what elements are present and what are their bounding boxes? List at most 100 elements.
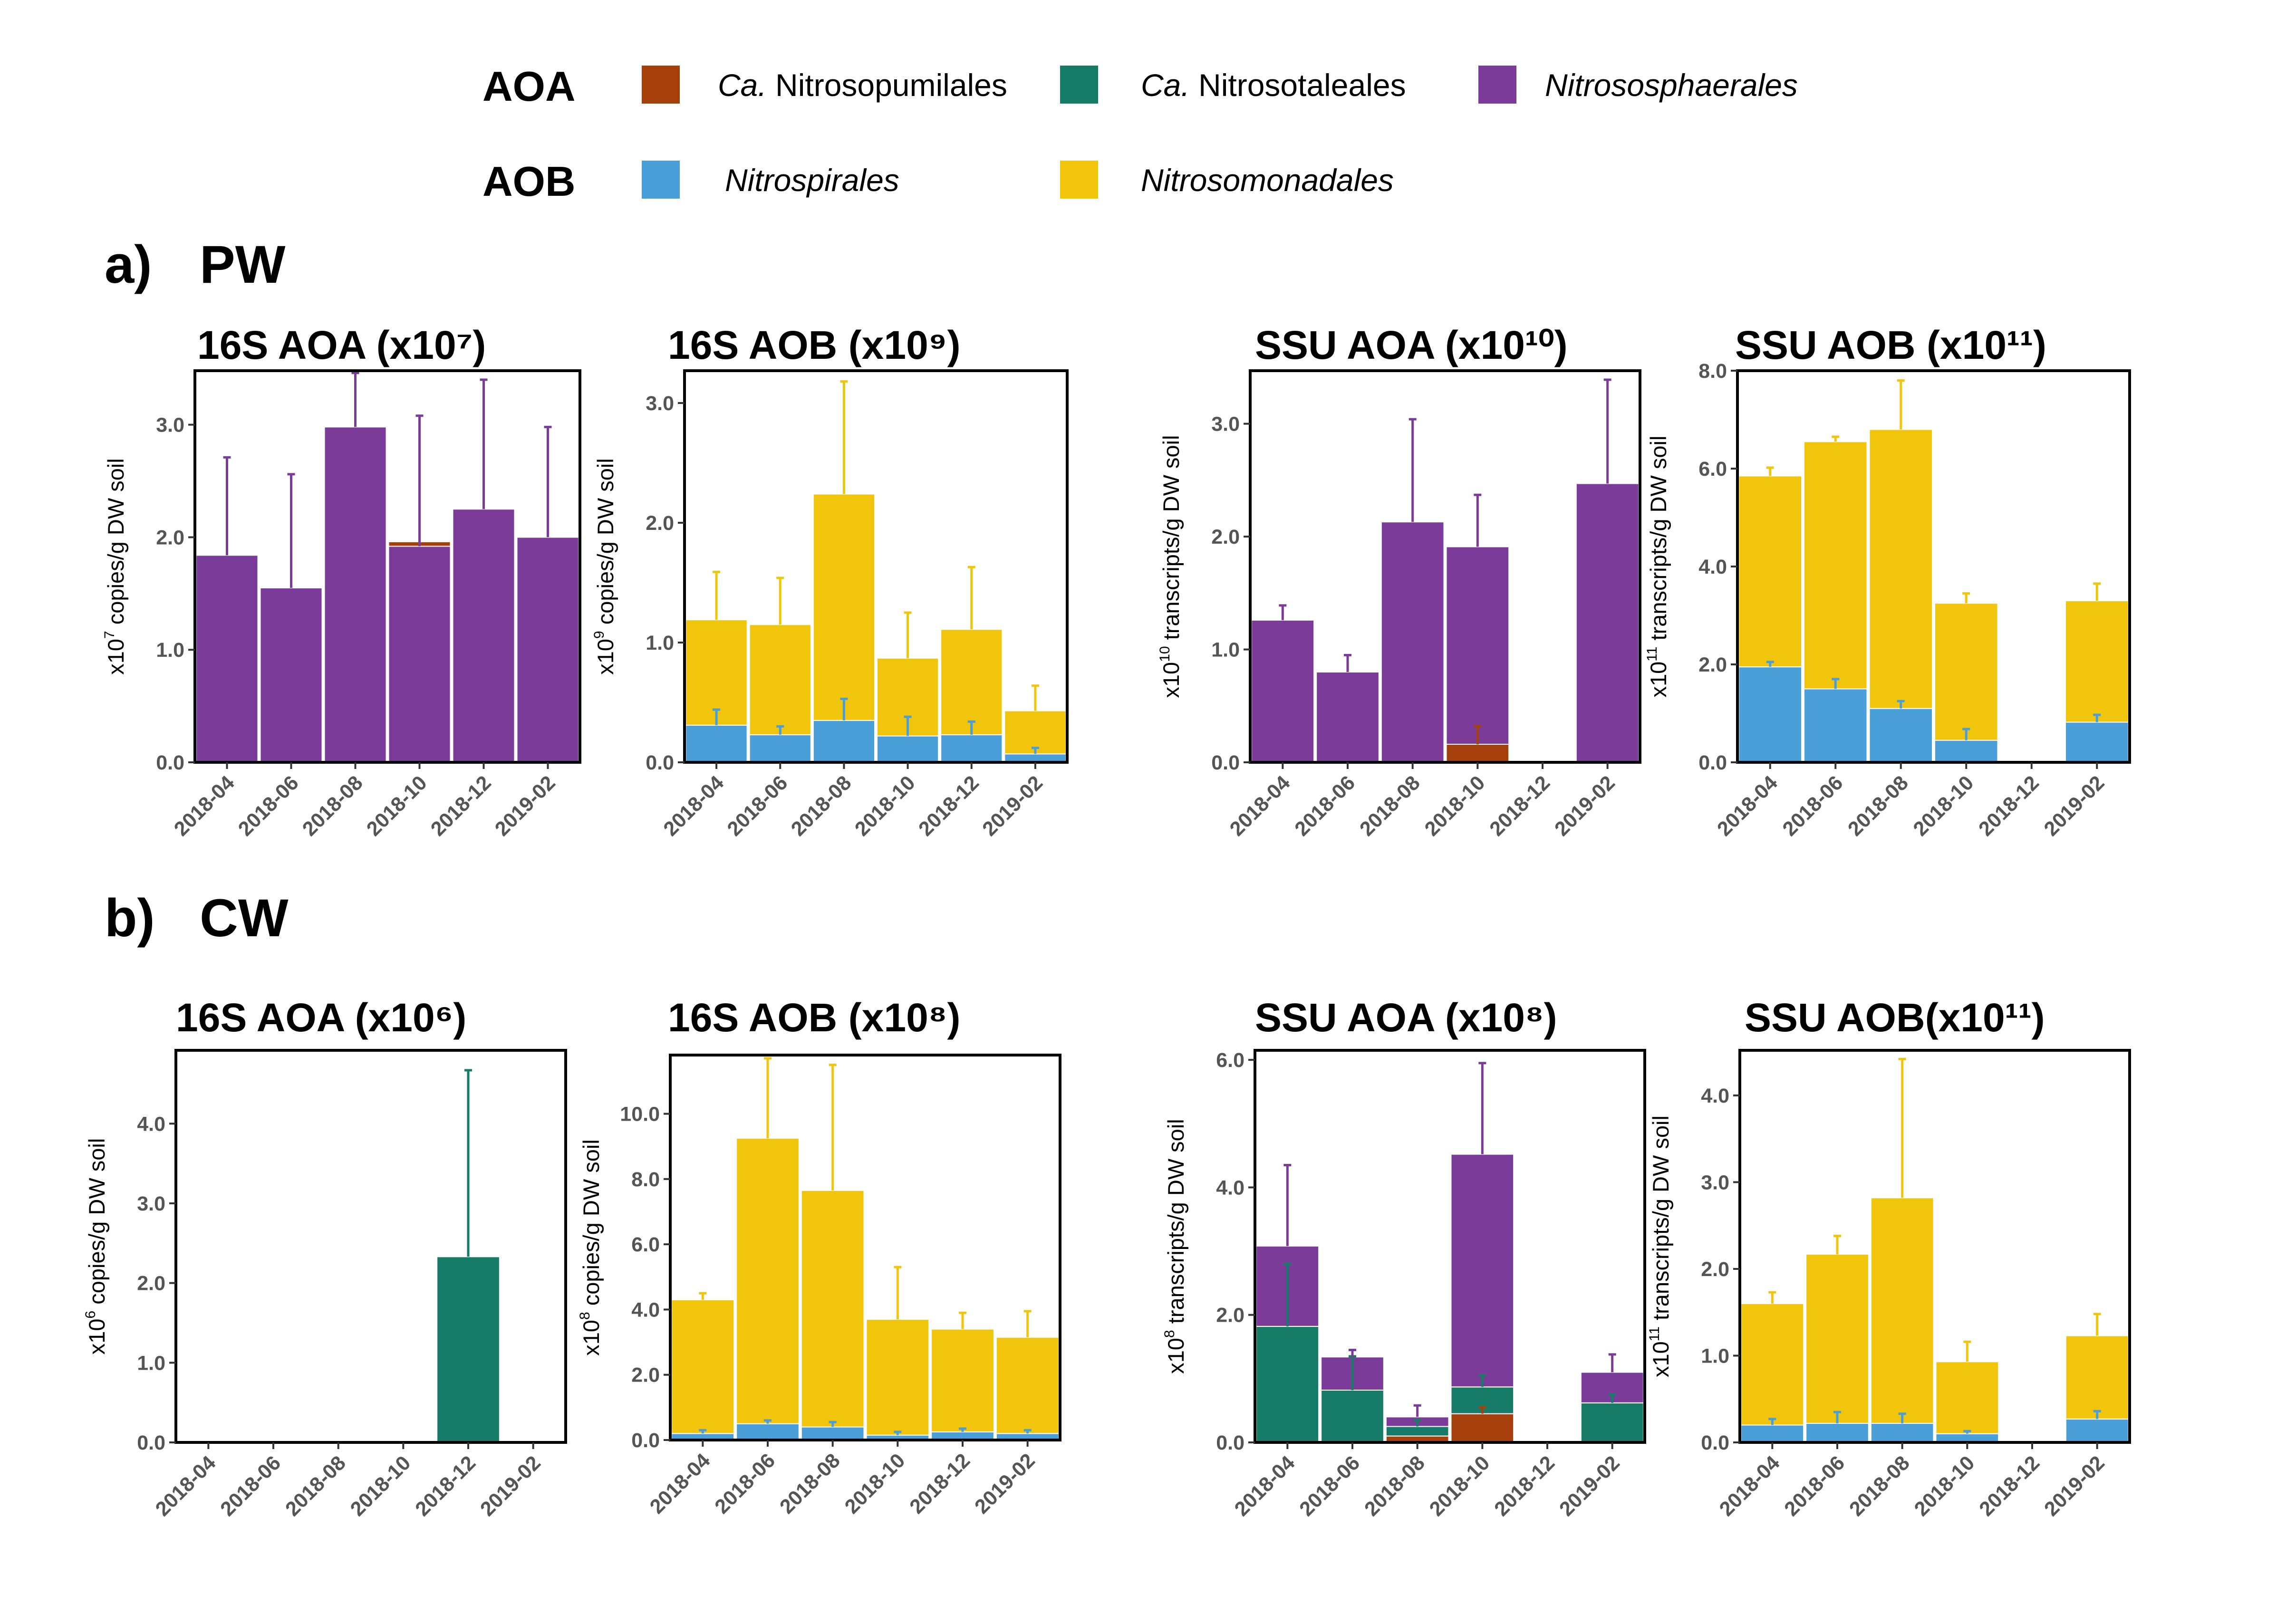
- plot-frame: [669, 1054, 1061, 1441]
- chart-panel: SSU AOB(x10¹¹)0.01.02.03.04.02018-042018…: [1647, 995, 2131, 1521]
- x-tick-label: 2018-10: [362, 771, 432, 841]
- y-axis-label-base: x10: [1648, 1341, 1673, 1377]
- bar: [1316, 672, 1380, 763]
- y-tick-label: 1.0: [1701, 1344, 1729, 1367]
- x-tick-label: 2018-04: [1713, 771, 1782, 841]
- y-tick-label: 0.0: [137, 1431, 165, 1454]
- y-axis-label-unit: transcripts/g DW soil: [1163, 1119, 1188, 1330]
- section-tag: b): [105, 888, 155, 948]
- y-axis-label-exponent: 9: [591, 631, 607, 639]
- legend-label: Nitrosomonadales: [1141, 163, 1394, 198]
- bar: [1251, 619, 1315, 763]
- bar: [749, 734, 811, 763]
- x-tick-label: 2018-06: [1291, 771, 1360, 841]
- bar: [1804, 688, 1868, 763]
- x-tick-label: 2018-06: [216, 1451, 286, 1521]
- x-tick-label: 2018-04: [1230, 1451, 1300, 1521]
- y-axis-label-unit: copies/g DW soil: [84, 1138, 109, 1311]
- y-axis-label-base: x10: [1646, 662, 1671, 698]
- x-tick-label: 2018-04: [151, 1451, 221, 1521]
- plot-frame: [1249, 369, 1641, 764]
- x-tick-label: 2018-08: [281, 1451, 350, 1521]
- x-tick-label: 2018-10: [1910, 1451, 1979, 1521]
- x-tick-label: 2018-08: [1843, 771, 1913, 841]
- x-tick-label: 2018-10: [850, 771, 920, 841]
- bar: [671, 1299, 735, 1434]
- x-tick-label: 2018-12: [906, 1449, 975, 1518]
- chart-title: 16S AOA (x10⁷): [197, 323, 486, 367]
- y-tick-label: 3.0: [156, 414, 184, 437]
- bar: [940, 734, 1003, 763]
- legend: AOA Ca. Nitrosopumilales Ca. Nitrosotaleal…: [482, 63, 1798, 205]
- bar: [1255, 1325, 1320, 1443]
- y-tick-label: 1.0: [646, 632, 674, 654]
- y-axis-label-exponent: 8: [1162, 1330, 1177, 1338]
- chart-title: 16S AOA (x10⁶): [176, 995, 466, 1040]
- y-tick-label: 1.0: [1211, 639, 1240, 662]
- bar: [1385, 1426, 1449, 1437]
- legend-label-name: Nitrosopumilales: [775, 67, 1007, 103]
- x-tick-label: 2018-06: [711, 1449, 780, 1518]
- bar: [2065, 1335, 2129, 1420]
- x-tick-label: 2018-12: [914, 771, 984, 841]
- bar: [1450, 1153, 1515, 1388]
- y-axis-label-exponent: 10: [1157, 646, 1173, 662]
- y-tick-label: 6.0: [1216, 1049, 1244, 1072]
- bar: [1935, 1361, 1999, 1434]
- legend-label: Nitrospirales: [725, 163, 899, 198]
- y-tick-label: 6.0: [1698, 458, 1727, 480]
- y-axis-label: x108 copies/g DW soil: [577, 1139, 604, 1356]
- x-tick-label: 2018-04: [659, 771, 729, 841]
- x-tick-label: 2018-06: [1780, 1451, 1850, 1521]
- legend-label: Ca. Nitrosotaleales: [1141, 67, 1406, 103]
- x-tick-label: 2018-04: [646, 1449, 715, 1518]
- x-tick-label: 2019-02: [1555, 1451, 1624, 1521]
- x-tick-label: 2018-06: [1778, 771, 1848, 841]
- bar: [812, 493, 876, 721]
- legend-group-label: AOB: [482, 158, 576, 205]
- y-tick-label: 3.0: [1701, 1171, 1729, 1194]
- x-tick-label: 2018-08: [787, 771, 856, 841]
- bar: [749, 624, 811, 736]
- y-tick-label: 2.0: [631, 1364, 660, 1387]
- x-tick-label: 2018-10: [346, 1451, 415, 1521]
- y-tick-label: 0.0: [646, 751, 674, 774]
- bar: [1934, 739, 1998, 763]
- legend-swatch: [1478, 66, 1516, 104]
- y-tick-label: 6.0: [631, 1233, 660, 1256]
- section-name: PW: [200, 235, 286, 294]
- bar: [995, 1336, 1060, 1434]
- chart-panel: SSU AOA (x10¹⁰)0.01.02.03.02018-042018-0…: [1157, 323, 1641, 841]
- legend-label: Nitrososphaerales: [1545, 67, 1798, 103]
- x-tick-label: 2018-10: [1425, 1451, 1495, 1521]
- bar: [1869, 708, 1933, 763]
- x-tick-label: 2018-08: [1360, 1451, 1429, 1521]
- bar: [877, 735, 939, 763]
- bar: [452, 509, 515, 763]
- y-tick-label: 1.0: [137, 1352, 165, 1374]
- y-axis-label-exponent: 11: [1644, 647, 1660, 662]
- y-axis-label-base: x10: [579, 1320, 604, 1356]
- legend-label-prefix: Ca.: [718, 67, 775, 103]
- y-axis-label: x1011 transcripts/g DW soil: [1647, 1115, 1673, 1377]
- y-tick-label: 3.0: [646, 392, 674, 415]
- y-tick-label: 4.0: [1698, 556, 1727, 578]
- y-axis-label: x106 copies/g DW soil: [83, 1138, 109, 1355]
- y-axis-label-exponent: 7: [102, 631, 117, 639]
- x-tick-label: 2019-02: [2040, 771, 2109, 841]
- y-tick-label: 10.0: [620, 1103, 660, 1126]
- chart-title: SSU AOB (x10¹¹): [1735, 323, 2046, 367]
- x-tick-label: 2018-12: [1486, 771, 1555, 841]
- x-tick-label: 2018-12: [1974, 771, 2044, 841]
- plot-frame: [683, 369, 1069, 764]
- legend-label-prefix: Ca.: [1141, 67, 1198, 103]
- bar: [1869, 429, 1933, 709]
- x-tick-label: 2018-04: [1715, 1451, 1785, 1521]
- bar: [1740, 1303, 1804, 1426]
- charts: 16S AOA (x10⁷)0.01.02.03.02018-042018-06…: [83, 323, 2131, 1521]
- y-tick-label: 8.0: [631, 1168, 660, 1191]
- y-axis-label-base: x10: [103, 639, 128, 675]
- plot-frame: [174, 1049, 567, 1444]
- y-tick-label: 0.0: [631, 1429, 660, 1452]
